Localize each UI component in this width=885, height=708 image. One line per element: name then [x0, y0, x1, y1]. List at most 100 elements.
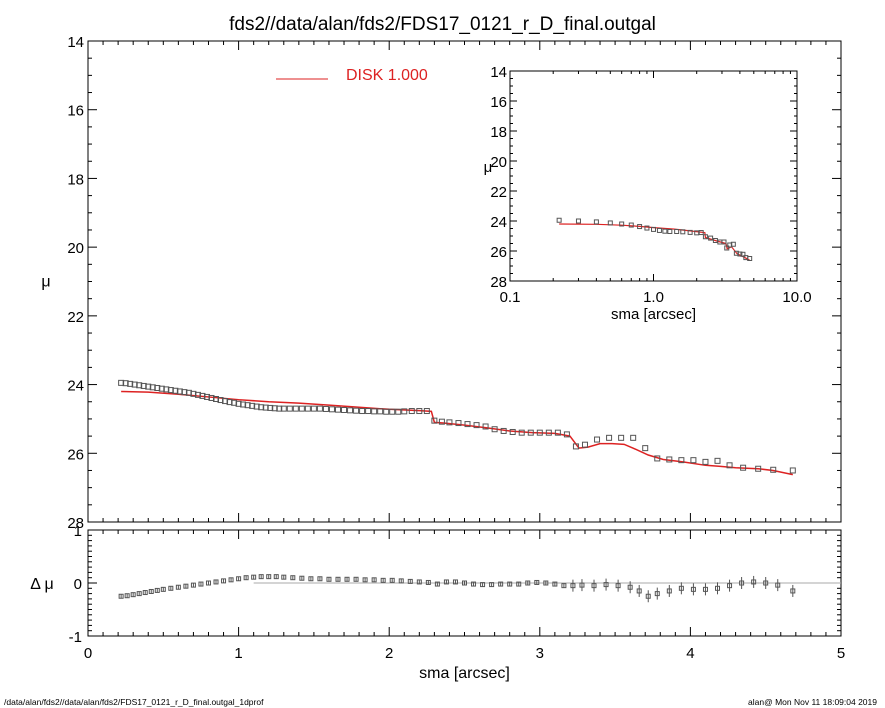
- residual-xtick-label: 1: [234, 645, 242, 662]
- residual-point: [175, 584, 181, 590]
- inset-data-point: [662, 228, 668, 234]
- data-point: [714, 457, 721, 464]
- data-point: [702, 458, 709, 465]
- inset-data-point: [724, 245, 730, 251]
- inset-ytick-label: 26: [490, 244, 507, 261]
- residual-point: [452, 579, 458, 585]
- residual-point: [124, 593, 130, 599]
- inset-data-point: [651, 226, 656, 232]
- residual-point: [371, 577, 377, 583]
- data-point: [395, 408, 402, 415]
- residual-point: [462, 580, 467, 586]
- inset-data-point: [694, 230, 700, 236]
- data-point: [473, 422, 480, 429]
- inset-data-point: [737, 251, 743, 257]
- residual-point: [221, 578, 227, 584]
- residual-point: [389, 577, 395, 583]
- residual-point: [236, 576, 242, 582]
- residual-point: [443, 579, 449, 585]
- inset-data-point: [747, 256, 753, 261]
- residual-point: [380, 577, 386, 583]
- residual-point: [344, 576, 350, 582]
- residual-point: [362, 577, 368, 583]
- residual-point: [168, 585, 174, 591]
- inset-data-point: [593, 219, 599, 225]
- residual-point: [118, 593, 124, 599]
- data-point: [536, 429, 543, 436]
- residual-point: [790, 588, 796, 594]
- residual-point: [763, 580, 769, 586]
- inset-ytick-label: 16: [490, 94, 507, 111]
- residual-point: [258, 574, 264, 580]
- residual-point: [281, 574, 287, 580]
- footer-file-path: /data/alan/fds2//data/alan/fds2/FDS17_01…: [4, 697, 264, 707]
- data-point: [383, 408, 390, 415]
- residual-xtick-label: 3: [536, 645, 544, 662]
- data-point: [755, 465, 762, 472]
- residual-point: [534, 579, 540, 585]
- residual-point: [775, 582, 781, 588]
- inset-data-point: [702, 234, 708, 240]
- residual-point: [666, 588, 672, 594]
- residual-point: [645, 593, 651, 599]
- data-point: [726, 462, 733, 469]
- data-point: [334, 406, 341, 413]
- residual-ylabel: Δ μ: [30, 576, 53, 593]
- main-ytick-label: 14: [67, 34, 84, 51]
- data-point: [347, 407, 354, 414]
- residual-point: [498, 581, 504, 587]
- residual-point: [552, 581, 558, 587]
- residual-point: [290, 575, 296, 581]
- residual-point: [142, 590, 148, 596]
- residual-point: [471, 581, 477, 587]
- residual-point: [615, 583, 621, 589]
- data-point: [377, 408, 384, 415]
- residual-point: [326, 576, 332, 582]
- inset-ytick-label: 28: [490, 274, 507, 291]
- main-ylabel: μ: [41, 274, 50, 291]
- residual-ytick-label: 1: [74, 523, 82, 540]
- main-ytick-label: 26: [67, 446, 84, 463]
- main-panel: 14 16 18 20 22 24 26 28 μ DISK 1.000: [41, 34, 842, 532]
- residual-point: [507, 581, 513, 587]
- data-point: [464, 421, 471, 428]
- inset-ytick-label: 20: [490, 154, 507, 171]
- residual-point: [335, 576, 341, 582]
- residual-point: [543, 580, 549, 586]
- residual-point: [148, 588, 154, 594]
- residual-point: [136, 591, 142, 597]
- inset-data-point: [721, 239, 727, 245]
- data-point: [286, 405, 293, 412]
- inset-data-point: [708, 235, 714, 241]
- data-point: [642, 445, 649, 452]
- data-point: [770, 466, 777, 473]
- inset-ylabel: μ: [484, 159, 493, 176]
- data-point: [389, 408, 396, 415]
- inset-data-point: [607, 220, 613, 226]
- data-point: [545, 429, 552, 436]
- data-point: [654, 455, 661, 462]
- residual-point: [489, 582, 495, 588]
- data-point: [298, 405, 305, 412]
- data-point: [371, 408, 378, 415]
- residual-point: [160, 586, 166, 592]
- data-point: [690, 457, 697, 464]
- inset-ytick-label: 18: [490, 124, 507, 141]
- residual-point: [591, 583, 597, 589]
- data-point: [740, 464, 747, 471]
- residual-point: [425, 579, 431, 585]
- data-point: [594, 436, 601, 443]
- residual-point: [434, 581, 440, 587]
- data-point: [678, 457, 685, 464]
- residual-point: [198, 581, 204, 587]
- data-point: [322, 405, 329, 412]
- inset-ytick-label: 22: [490, 184, 507, 201]
- data-point: [341, 406, 348, 413]
- residual-point: [130, 592, 136, 598]
- data-point: [482, 423, 489, 430]
- residual-point: [702, 586, 708, 592]
- residual-point: [525, 580, 531, 586]
- inset-data-point: [667, 229, 673, 234]
